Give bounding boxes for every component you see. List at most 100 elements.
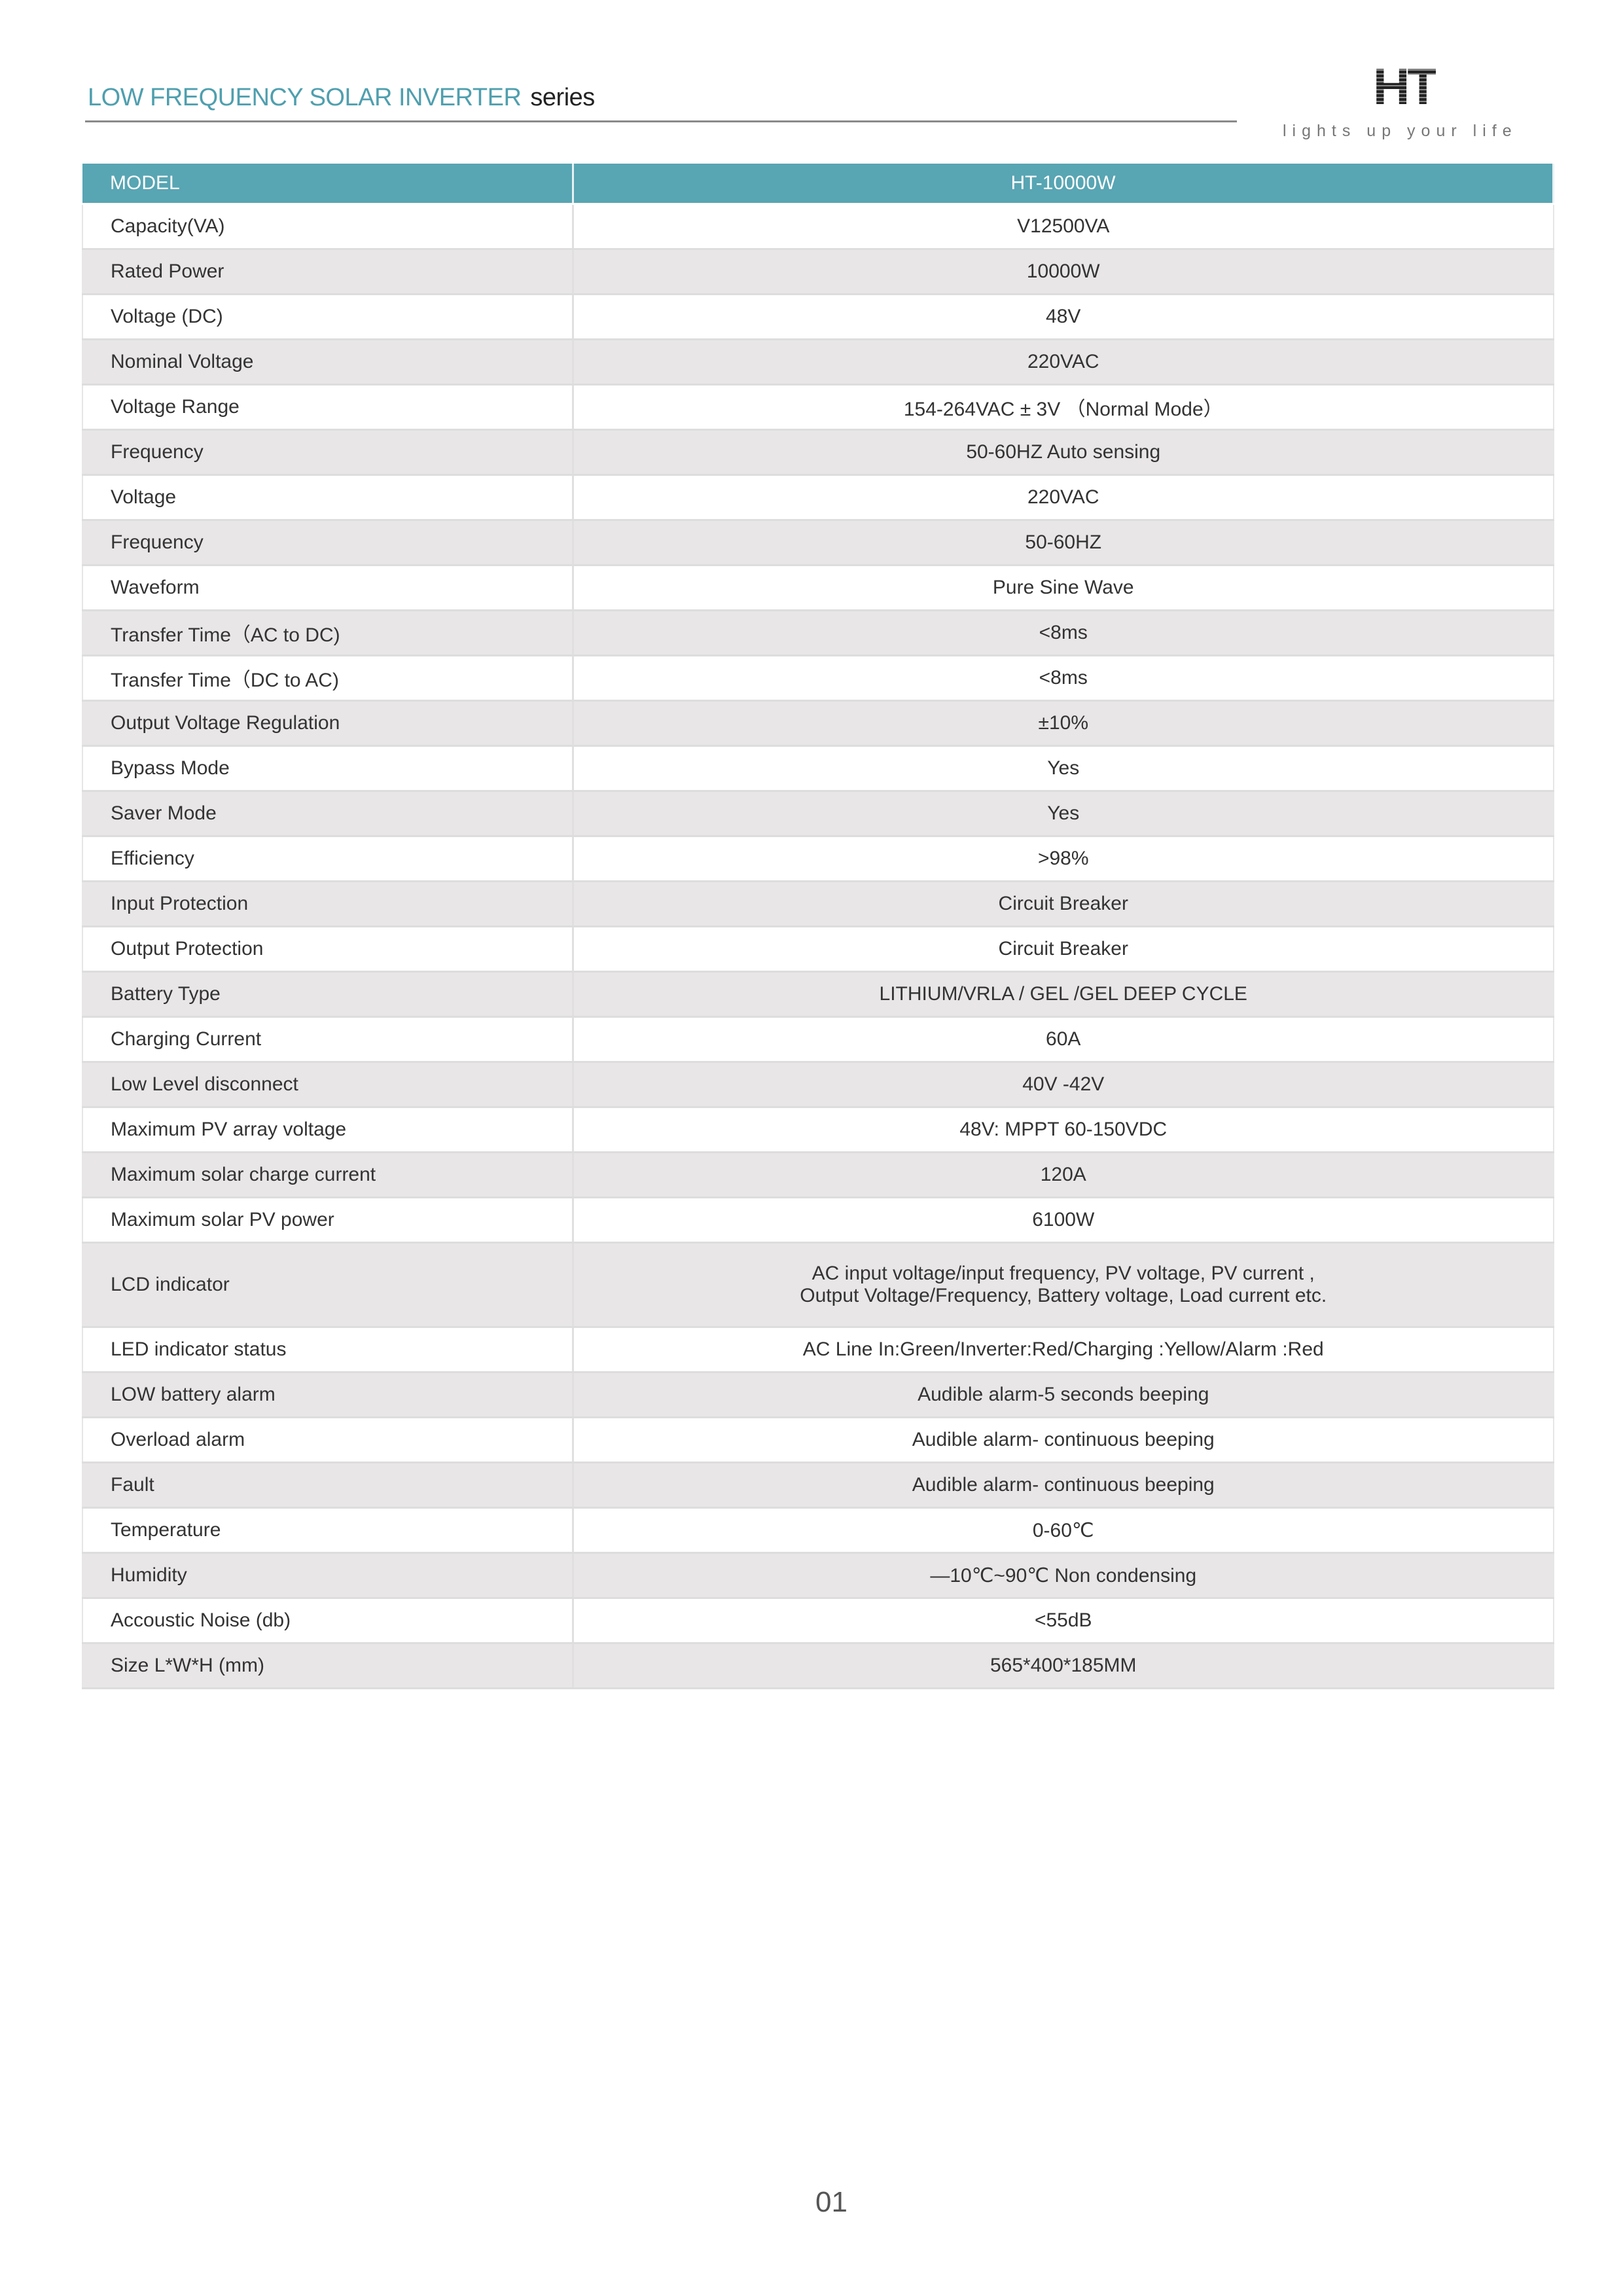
table-row: Maximum solar charge current 120A [82,1152,1554,1198]
table-row: Overload alarm Audible alarm- continuous … [82,1417,1554,1463]
spec-value: AC Line In:Green/Inverter:Red/Charging :… [573,1327,1554,1373]
spec-label: LED indicator status [82,1327,574,1373]
spec-label: Maximum PV array voltage [82,1107,574,1153]
table-row: Temperature 0-60℃ [82,1507,1554,1554]
table-row: Humidity —10℃~90℃ Non condensing [82,1552,1554,1599]
table-row: Output Protection Circuit Breaker [82,926,1554,973]
spec-value: V12500VA [573,204,1554,250]
spec-value: Circuit Breaker [573,926,1554,973]
spec-label: Maximum solar charge current [82,1152,574,1198]
table-row: Frequency 50-60HZ Auto sensing [82,429,1554,476]
spec-table: MODEL HT-10000W Capacity(VA) V12500VA Rate… [82,164,1554,1689]
spec-value: <8ms [573,610,1554,656]
spec-label: LCD indicator [82,1242,574,1328]
spec-label: Frequency [82,429,574,476]
table-row: LED indicator status AC Line In:Green/Inv… [82,1327,1554,1373]
spec-label: LOW battery alarm [82,1372,574,1418]
spec-label: Voltage (DC) [82,294,574,340]
table-row: LCD indicator AC input voltage/input freq… [82,1242,1554,1328]
table-row: Fault Audible alarm- continuous beeping [82,1462,1554,1509]
table-row: Voltage (DC) 48V [82,294,1554,340]
spec-value: 10000W [573,249,1554,295]
table-row: Efficiency >98% [82,836,1554,882]
spec-value: Audible alarm-5 seconds beeping [573,1372,1554,1418]
table-row: LOW battery alarm Audible alarm-5 seconds… [82,1372,1554,1418]
spec-label: Rated Power [82,249,574,295]
spec-value: 48V [573,294,1554,340]
spec-value: 0-60℃ [573,1507,1554,1554]
table-row: Saver Mode Yes [82,791,1554,837]
spec-label: Maximum solar PV power [82,1197,574,1244]
spec-value: Audible alarm- continuous beeping [573,1417,1554,1463]
spec-label: Saver Mode [82,791,574,837]
table-row: Bypass Mode Yes [82,745,1554,792]
table-row: Transfer Time（AC to DC) <8ms [82,610,1554,656]
title-main: LOW FREQUENCY SOLAR INVERTER [88,84,522,111]
spec-label: Battery Type [82,971,574,1018]
spec-label: Capacity(VA) [82,204,574,250]
spec-value: Audible alarm- continuous beeping [573,1462,1554,1509]
spec-value: Yes [573,791,1554,837]
header-model: HT-10000W [573,164,1554,205]
spec-value: —10℃~90℃ Non condensing [573,1552,1554,1599]
table-row: Transfer Time（DC to AC) <8ms [82,655,1554,702]
table-row: Maximum PV array voltage 48V: MPPT 60-150… [82,1107,1554,1153]
spec-label: Humidity [82,1552,574,1599]
spec-label: Fault [82,1462,574,1509]
table-row: Low Level disconnect 40V -42V [82,1062,1554,1108]
spec-value: 565*400*185MM [573,1643,1554,1689]
table-row: Frequency 50-60HZ [82,520,1554,566]
spec-label: Nominal Voltage [82,339,574,386]
table-row: Waveform Pure Sine Wave [82,565,1554,611]
table-row: Accoustic Noise (db) <55dB [82,1598,1554,1644]
table-row: Rated Power 10000W [82,249,1554,295]
spec-value: <8ms [573,655,1554,702]
spec-label: Low Level disconnect [82,1062,574,1108]
table-row: Voltage 220VAC [82,475,1554,521]
spec-value: LITHIUM/VRLA / GEL /GEL DEEP CYCLE [573,971,1554,1018]
spec-value: Pure Sine Wave [573,565,1554,611]
spec-value: 40V -42V [573,1062,1554,1108]
spec-label: Voltage [82,475,574,521]
spec-label: Overload alarm [82,1417,574,1463]
spec-value: AC input voltage/input frequency, PV vol… [573,1242,1554,1328]
table-header-row: MODEL HT-10000W [82,164,1554,205]
table-row: Charging Current 60A [82,1016,1554,1063]
spec-label: Accoustic Noise (db) [82,1598,574,1644]
page-number: 01 [815,2186,847,2218]
spec-value: Circuit Breaker [573,881,1554,927]
spec-label: Transfer Time（DC to AC) [82,655,574,702]
spec-value: 154-264VAC ± 3V （Normal Mode） [573,384,1554,431]
table-row: Battery Type LITHIUM/VRLA / GEL /GEL DEEP… [82,971,1554,1018]
spec-value: Yes [573,745,1554,792]
table-row: Input Protection Circuit Breaker [82,881,1554,927]
spec-label: Frequency [82,520,574,566]
spec-label: Voltage Range [82,384,574,431]
spec-label: Output Protection [82,926,574,973]
page-title: LOW FREQUENCY SOLAR INVERTER series [88,84,595,112]
header-label: MODEL [82,164,574,205]
spec-label: Input Protection [82,881,574,927]
title-suffix: series [530,84,595,111]
spec-value: 50-60HZ [573,520,1554,566]
spec-label: Temperature [82,1507,574,1554]
spec-value: 220VAC [573,339,1554,386]
spec-value: 50-60HZ Auto sensing [573,429,1554,476]
spec-value: ±10% [573,700,1554,747]
spec-label: Output Voltage Regulation [82,700,574,747]
brand-tagline: lights up your life [1283,122,1518,140]
title-divider [85,120,1237,122]
spec-label: Waveform [82,565,574,611]
spec-value: <55dB [573,1598,1554,1644]
spec-label: Transfer Time（AC to DC) [82,610,574,656]
table-row: Size L*W*H (mm) 565*400*185MM [82,1643,1554,1689]
brand-logo: HT [1373,58,1438,115]
spec-value-line: AC input voltage/input frequency, PV vol… [812,1263,1315,1284]
table-row: Voltage Range 154-264VAC ± 3V （Normal Mod… [82,384,1554,431]
spec-value: 60A [573,1016,1554,1063]
table-row: Nominal Voltage 220VAC [82,339,1554,386]
spec-value: 220VAC [573,475,1554,521]
spec-value: 120A [573,1152,1554,1198]
table-row: Capacity(VA) V12500VA [82,204,1554,250]
table-row: Maximum solar PV power 6100W [82,1197,1554,1244]
